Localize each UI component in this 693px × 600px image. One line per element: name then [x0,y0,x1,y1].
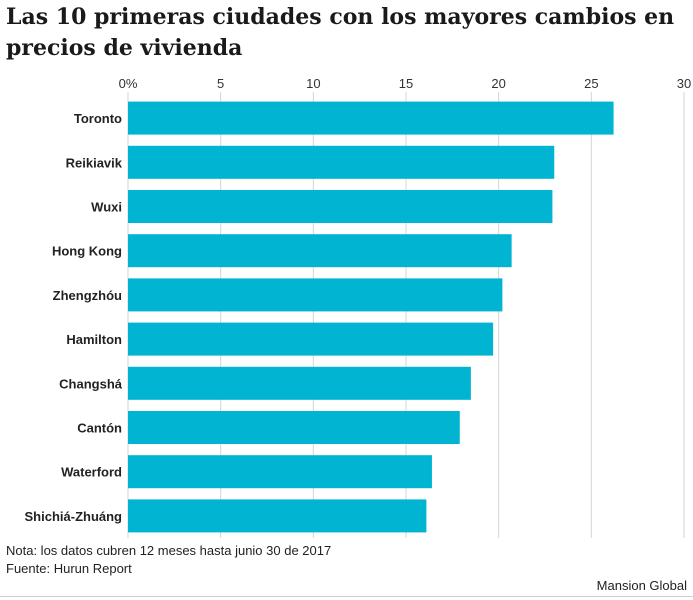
category-label: Wuxi [91,200,122,215]
chart-note: Nota: los datos cubren 12 meses hasta ju… [6,543,332,558]
category-label: Hong Kong [52,244,122,259]
category-label: Zhengzhóu [53,288,122,303]
bar [128,455,432,489]
category-label: Toronto [74,111,122,126]
x-tick-label: 15 [399,76,413,91]
x-tick-label: 10 [306,76,320,91]
bar [128,278,503,312]
bar [128,322,494,356]
bar [128,366,471,400]
category-label: Hamilton [66,332,122,347]
chart-title: Las 10 primeras ciudades con los mayores… [6,4,675,61]
x-tick-label: 20 [491,76,505,91]
category-labels: Toronto Reikiavik Wuxi Hong Kong Zhengzhóu Ha… [25,111,123,524]
bar [128,145,555,179]
x-tick-label: 25 [584,76,598,91]
bar [128,101,614,135]
publisher-credit: Mansion Global [596,578,687,593]
x-axis-ticks: 0% 5 10 15 20 25 30 [119,76,692,91]
bar-chart: 0% 5 10 15 20 25 30 Toronto Reikiavik Wuxi Hong K… [25,76,692,538]
bars [128,101,614,533]
category-label: Shichiá-Zhuáng [25,509,123,524]
bar [128,499,427,533]
x-tick-label: 5 [217,76,224,91]
bar [128,190,553,223]
category-label: Waterford [61,465,122,480]
x-tick-label: 0% [119,76,138,91]
divider [0,596,693,597]
x-tick-label: 30 [677,76,691,91]
chart-source: Fuente: Hurun Report [6,561,132,576]
bar [128,234,512,268]
category-label: Cantón [77,421,122,436]
category-label: Reikiavik [66,155,123,170]
bar [128,411,460,444]
category-label: Changshá [59,376,123,391]
